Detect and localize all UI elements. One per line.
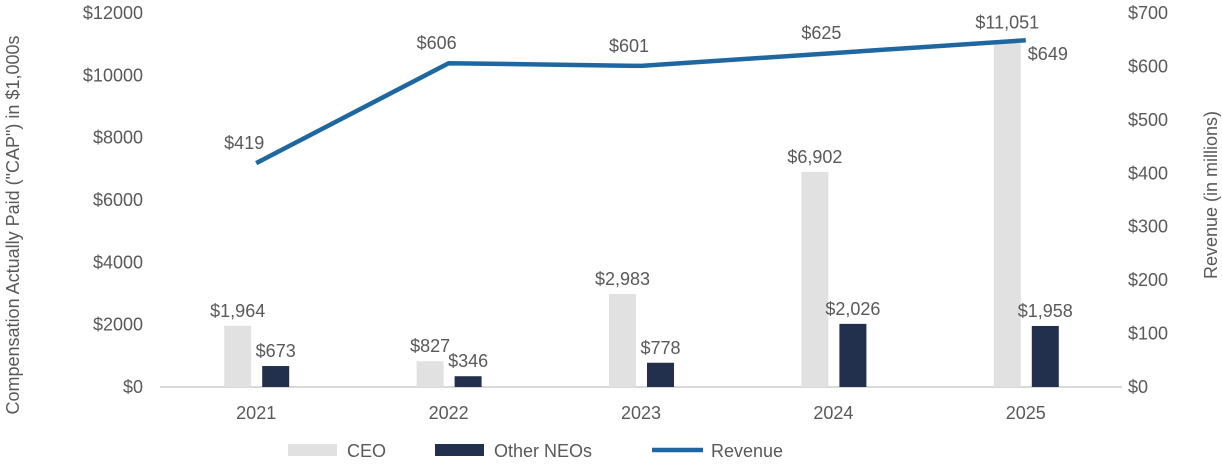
legend-swatch <box>435 444 484 456</box>
legend-label: CEO <box>347 441 386 461</box>
ceo-data-label: $2,983 <box>595 269 650 289</box>
other-neos-data-label: $778 <box>640 338 680 358</box>
ceo-bar <box>801 171 829 387</box>
ceo-bar <box>224 325 252 387</box>
revenue-line <box>255 38 1026 166</box>
ceo-data-label: $11,051 <box>975 13 1039 33</box>
y-tick-label: $0 <box>123 377 143 397</box>
x-tick-label: 2024 <box>813 403 853 423</box>
ceo-data-label: $827 <box>410 336 450 356</box>
other-neos-data-label: $673 <box>256 341 296 361</box>
y-axis-title: Compensation Actually Paid ("CAP") in $1… <box>3 36 23 415</box>
y2-tick-label: $600 <box>1128 56 1168 76</box>
y-tick-label: $8000 <box>93 128 143 148</box>
revenue-data-label: $601 <box>609 36 649 56</box>
legend: CEO Other NEOs Revenue <box>288 441 783 461</box>
y-tick-label: $6000 <box>93 190 143 210</box>
ceo-data-label: $1,964 <box>210 301 265 321</box>
other-neos-data-label: $2,026 <box>825 299 880 319</box>
y2-tick-label: $100 <box>1128 324 1168 344</box>
revenue-data-label: $625 <box>801 23 841 43</box>
ceo-bar <box>416 361 444 387</box>
legend-swatch <box>288 444 337 456</box>
y2-tick-label: $300 <box>1128 217 1168 237</box>
y2-tick-label: $0 <box>1128 377 1148 397</box>
y2-tick-label: $700 <box>1128 3 1168 23</box>
x-tick-label: 2025 <box>1006 403 1046 423</box>
y2-tick-label: $200 <box>1128 270 1168 290</box>
other-neos-bar <box>262 366 290 387</box>
ceo-bar <box>993 42 1021 387</box>
revenue-data-label: $649 <box>1028 44 1068 64</box>
y2-axis-title: Revenue (in millions) <box>1201 111 1221 279</box>
revenue-data-label: $606 <box>417 33 457 53</box>
y2-tick-label: $400 <box>1128 163 1168 183</box>
other-neos-bar <box>647 362 674 387</box>
y2-tick-label: $500 <box>1128 110 1168 130</box>
x-tick-label: 2023 <box>621 403 661 423</box>
x-tick-label: 2022 <box>429 403 469 423</box>
legend-label: Other NEOs <box>494 441 592 461</box>
y-tick-label: $2000 <box>93 315 143 335</box>
other-neos-bar <box>839 323 867 387</box>
other-neos-data-label: $346 <box>448 351 488 371</box>
x-tick-label: 2021 <box>236 403 276 423</box>
ceo-bar <box>609 294 636 387</box>
y-tick-label: $4000 <box>93 252 143 272</box>
other-neos-data-label: $1,958 <box>1018 301 1073 321</box>
other-neos-bar <box>454 376 482 387</box>
y-tick-label: $12000 <box>83 3 143 23</box>
other-neos-bar <box>1031 325 1059 387</box>
ceo-data-label: $6,902 <box>787 147 842 167</box>
legend-label: Revenue <box>711 441 783 461</box>
y-tick-label: $10000 <box>83 65 143 85</box>
revenue-data-label: $419 <box>224 133 264 153</box>
